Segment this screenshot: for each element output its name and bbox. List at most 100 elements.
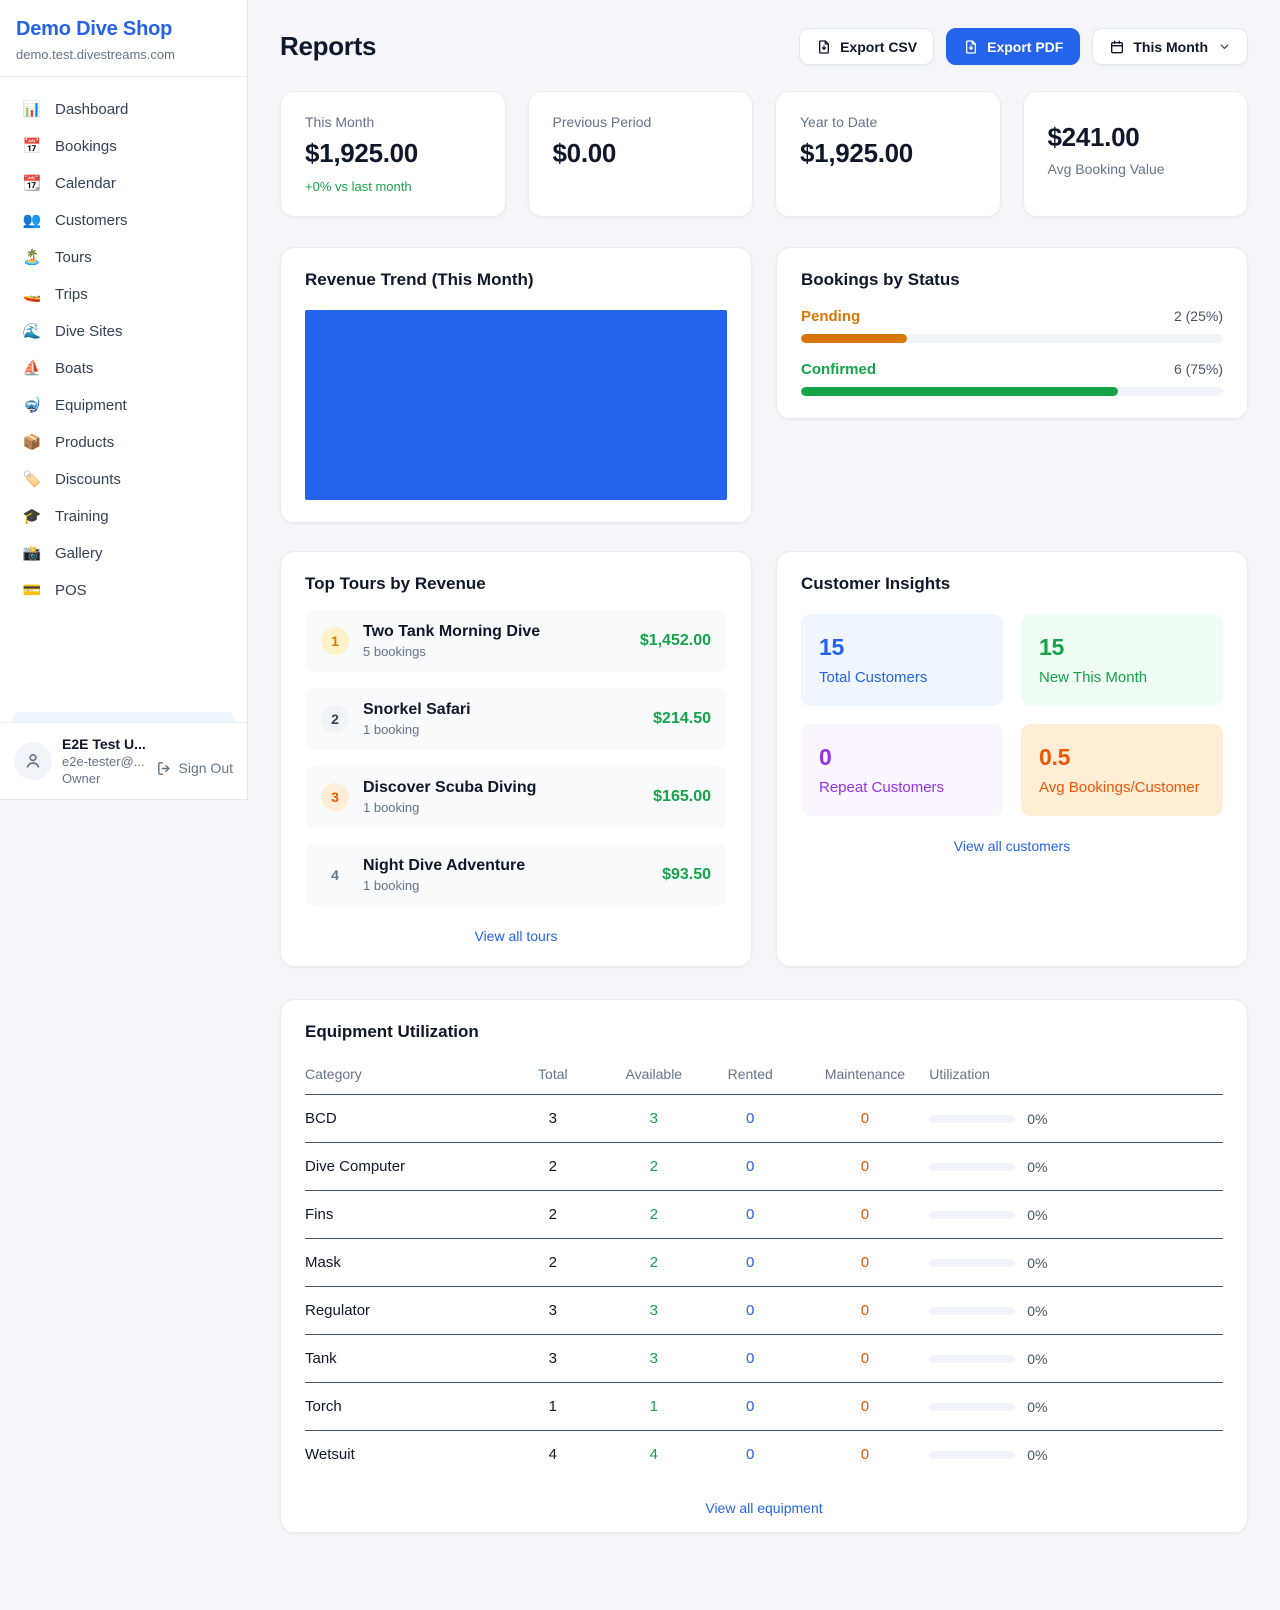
utilization-percent: 0% <box>1027 1446 1048 1463</box>
tour-info: Two Tank Morning Dive 5 bookings <box>363 623 626 659</box>
table-row: Torch 1 1 0 0 0% <box>305 1382 1223 1431</box>
tour-info: Discover Scuba Diving 1 booking <box>363 779 639 815</box>
sidebar-item-dive-sites[interactable]: 🌊 Dive Sites <box>12 313 235 350</box>
sidebar-item-trips[interactable]: 🚤 Trips <box>12 276 235 313</box>
sidebar-item-label: Training <box>55 508 109 525</box>
sidebar-item-label: Discounts <box>55 471 121 488</box>
user-role: Owner <box>62 771 101 786</box>
shop-domain: demo.test.divestreams.com <box>16 47 175 62</box>
insight-label: Total Customers <box>819 669 928 686</box>
sidebar-item-pos[interactable]: 💳 POS <box>12 572 235 609</box>
sidebar-item-label: Dashboard <box>55 101 129 118</box>
export-pdf-button[interactable]: Export PDF <box>946 28 1081 65</box>
status-count: 2 (25%) <box>1173 308 1223 324</box>
equipment-table: Category Total Available Rented Maintenance U… <box>305 1056 1223 1478</box>
column-header: Total <box>497 1056 608 1095</box>
equipment-available: 3 <box>607 1286 700 1335</box>
insight-tile: 15 New This Month <box>1021 614 1223 706</box>
stat-value: $1,925.00 <box>305 138 418 168</box>
top-tours-title: Top Tours by Revenue <box>305 574 486 593</box>
sidebar-item-reports-active-partial[interactable] <box>12 712 235 722</box>
trips-icon: 🚤 <box>22 286 42 303</box>
tour-row: 2 Snorkel Safari 1 booking $214.50 <box>305 688 727 750</box>
sidebar-item-label: Gallery <box>55 545 103 562</box>
sidebar-item-boats[interactable]: ⛵ Boats <box>12 350 235 387</box>
sidebar-item-label: Calendar <box>55 175 116 192</box>
tour-amount: $214.50 <box>653 710 711 727</box>
insight-tile: 0 Repeat Customers <box>801 724 1003 816</box>
status-label: Confirmed <box>801 361 876 378</box>
bookings-icon: 📅 <box>22 138 42 155</box>
equipment-rented: 0 <box>699 1142 801 1191</box>
utilization-bar-track <box>929 1354 1016 1363</box>
utilization-percent: 0% <box>1027 1398 1048 1415</box>
sidebar-item-products[interactable]: 📦 Products <box>12 424 235 461</box>
sidebar-item-gallery[interactable]: 📸 Gallery <box>12 535 235 572</box>
tour-bookings: 1 booking <box>363 722 420 737</box>
view-all-customers-link[interactable]: View all customers <box>953 838 1071 854</box>
sidebar-item-discounts[interactable]: 🏷️ Discounts <box>12 461 235 498</box>
equipment-maintenance: 0 <box>800 1094 930 1143</box>
rank-badge: 2 <box>321 705 349 733</box>
user-email: e2e-tester@... <box>62 754 145 769</box>
period-dropdown[interactable]: This Month <box>1092 28 1248 65</box>
page-title: Reports <box>280 31 377 61</box>
user-footer: E2E Test U... e2e-tester@... Owner Sign … <box>0 722 247 799</box>
insight-label: New This Month <box>1039 669 1148 686</box>
equipment-utilization: 0% <box>929 1142 1223 1191</box>
sidebar-item-label: Equipment <box>55 397 127 414</box>
sidebar-item-calendar[interactable]: 📆 Calendar <box>12 165 235 202</box>
equipment-maintenance: 0 <box>800 1334 930 1383</box>
equipment-utilization: 0% <box>929 1382 1223 1431</box>
equipment-maintenance: 0 <box>800 1382 930 1431</box>
column-header: Utilization <box>929 1056 1223 1095</box>
view-all-equipment-link[interactable]: View all equipment <box>705 1500 823 1516</box>
sidebar-item-label: POS <box>55 582 87 599</box>
customers-icon: 👥 <box>22 212 42 229</box>
sign-out-label: Sign Out <box>178 760 233 776</box>
sidebar-item-dashboard[interactable]: 📊 Dashboard <box>12 91 235 128</box>
sign-out-button[interactable]: Sign Out <box>156 746 233 777</box>
stat-value: $1,925.00 <box>800 138 913 168</box>
equipment-category: Dive Computer <box>305 1142 498 1191</box>
tour-info: Snorkel Safari 1 booking <box>363 701 639 737</box>
equipment-available: 1 <box>607 1382 700 1431</box>
equipment-available: 4 <box>649 1446 658 1463</box>
boats-icon: ⛵ <box>22 360 42 377</box>
equipment-available: 3 <box>607 1334 700 1383</box>
table-row: Fins 2 2 0 0 0% <box>305 1190 1223 1239</box>
stat-value: $0.00 <box>552 138 617 168</box>
export-csv-button[interactable]: Export CSV <box>799 28 935 65</box>
tour-row: 1 Two Tank Morning Dive 5 bookings $1,452.0… <box>305 610 727 672</box>
equipment-rented: 0 <box>699 1286 801 1335</box>
tour-bookings: 1 booking <box>363 800 420 815</box>
status-list: Pending 2 (25%) Confirmed 6 (75%) <box>801 308 1223 396</box>
sidebar-item-training[interactable]: 🎓 Training <box>12 498 235 535</box>
insight-tiles: 15 Total Customers 15 New This Month 0 Repeat… <box>801 614 1223 816</box>
tours-icon: 🏝️ <box>22 249 42 266</box>
equipment-utilization: 0% <box>929 1190 1223 1239</box>
sidebar-item-customers[interactable]: 👥 Customers <box>12 202 235 239</box>
tour-bookings: 1 booking <box>363 878 420 893</box>
sidebar-item-equipment[interactable]: 🤿 Equipment <box>12 387 235 424</box>
utilization-bar-track <box>929 1114 1016 1123</box>
column-header: Category <box>305 1056 498 1095</box>
tour-bookings: 5 bookings <box>363 644 426 659</box>
view-all-tours-link[interactable]: View all tours <box>474 928 558 944</box>
sidebar-item-bookings[interactable]: 📅 Bookings <box>12 128 235 165</box>
tour-name: Discover Scuba Diving <box>363 779 537 796</box>
sidebar-item-label: Bookings <box>55 138 117 155</box>
tour-amount: $93.50 <box>662 866 711 883</box>
revenue-trend-card: Revenue Trend (This Month) <box>280 247 752 523</box>
tour-list: 1 Two Tank Morning Dive 5 bookings $1,452.0… <box>305 610 727 906</box>
sidebar-item-label: Boats <box>55 360 94 377</box>
table-row: BCD 3 3 0 0 0% <box>305 1094 1223 1143</box>
equipment-maintenance: 0 <box>860 1446 870 1463</box>
equipment-available: 2 <box>607 1238 700 1287</box>
utilization-cell: 0% <box>929 1111 1223 1127</box>
sidebar-item-tours[interactable]: 🏝️ Tours <box>12 239 235 276</box>
utilization-percent: 0% <box>1027 1206 1048 1223</box>
avatar <box>14 742 52 780</box>
status-progress-fill <box>801 387 1118 396</box>
export-csv-label: Export CSV <box>840 38 918 55</box>
